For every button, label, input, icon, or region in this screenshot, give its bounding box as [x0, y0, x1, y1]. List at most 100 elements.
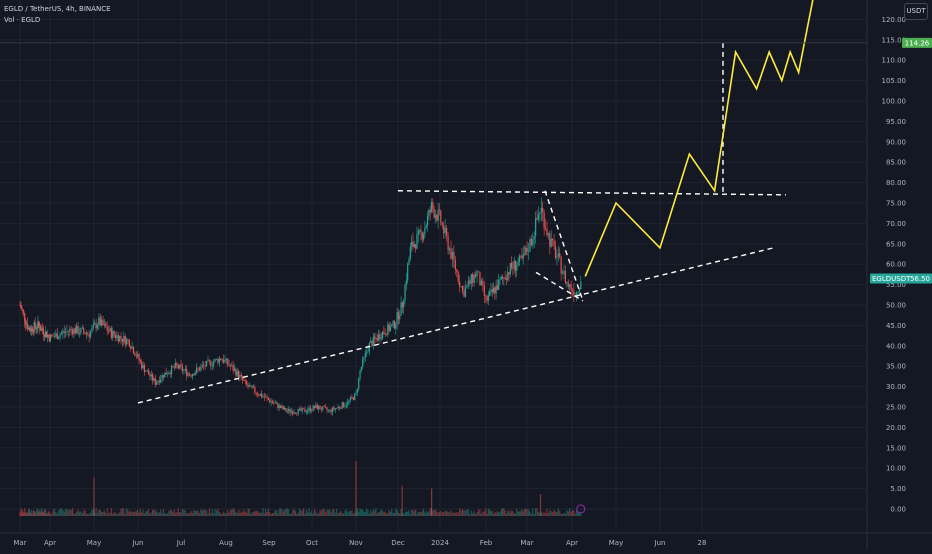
volume-bar	[266, 511, 268, 516]
volume-bar	[292, 510, 294, 516]
volume-bar	[553, 509, 555, 516]
trendline-falling-wedge-lower[interactable]	[535, 271, 584, 302]
candle-body	[323, 406, 325, 407]
volume-bar	[270, 513, 272, 516]
candle-body	[224, 359, 226, 363]
candle-body	[436, 215, 438, 221]
volume-bar	[237, 509, 240, 516]
trendline-falling-wedge-upper[interactable]	[544, 190, 584, 302]
volume-bar	[29, 512, 31, 516]
candle-body	[454, 260, 456, 270]
candle-body	[469, 280, 471, 284]
volume-bar	[134, 511, 136, 516]
volume-bar	[470, 510, 472, 516]
volume-bar	[194, 510, 196, 516]
trendline-range-top[interactable]	[397, 190, 787, 196]
candle-body	[73, 328, 75, 335]
volume-bar	[193, 510, 195, 516]
volume-bar	[69, 509, 71, 516]
price-tick-label: 75.00	[886, 200, 906, 208]
candle-body	[105, 323, 107, 328]
candle-body	[109, 328, 111, 332]
volume-bar	[288, 509, 290, 516]
candle-body	[578, 289, 581, 292]
candle-body	[525, 247, 527, 255]
candle-body	[571, 290, 574, 291]
candle-body	[222, 359, 225, 363]
candle-body	[337, 406, 339, 408]
candle-body	[259, 393, 261, 396]
volume-bar	[65, 508, 67, 516]
volume-bar	[175, 512, 177, 516]
volume-bar	[293, 508, 295, 516]
volume-bar	[487, 508, 489, 516]
candle-body	[552, 238, 554, 241]
volume-bar	[24, 508, 26, 516]
volume-bar	[33, 511, 35, 516]
candle-body	[69, 328, 71, 332]
volume-bar	[549, 510, 551, 516]
volume-bar	[542, 513, 544, 516]
candle-body	[367, 351, 369, 352]
candle-body	[424, 227, 426, 235]
volume-bar	[88, 513, 90, 516]
candle-body	[433, 209, 435, 218]
volume-bar	[278, 508, 280, 516]
candle-body	[285, 407, 287, 412]
trendline-ascending-support[interactable]	[137, 247, 774, 404]
candle-body	[508, 272, 510, 275]
candle-body	[418, 229, 421, 231]
candle-body	[494, 287, 496, 294]
volume-bar	[105, 513, 107, 516]
candle-body	[20, 305, 22, 309]
volume-bar	[294, 510, 297, 516]
volume-bar	[26, 512, 29, 516]
volume-bar	[236, 513, 238, 516]
volume-bar	[505, 513, 508, 516]
volume-bar	[440, 510, 442, 516]
candle-body	[96, 324, 99, 329]
candle-body	[432, 202, 434, 210]
candle-body	[322, 406, 324, 410]
volume-bar	[436, 511, 438, 516]
candle-body	[298, 408, 301, 410]
volume-bar	[286, 508, 288, 516]
time-tick-label: 28	[698, 539, 707, 547]
candle-body	[92, 324, 94, 328]
candle-body	[70, 328, 72, 330]
candle-body	[540, 207, 542, 213]
volume-bar	[320, 510, 323, 516]
currency-button[interactable]: USDT	[904, 3, 928, 20]
candle-body	[300, 408, 302, 411]
candle-body	[258, 394, 260, 396]
volume-bar	[132, 512, 135, 516]
volume-bar	[146, 511, 148, 516]
candle-body	[389, 326, 392, 331]
volume-bar	[99, 509, 101, 516]
time-tick-label: Jul	[176, 539, 186, 547]
candle-body	[520, 255, 522, 257]
candle-body	[371, 341, 373, 347]
candle-body	[208, 360, 210, 362]
candle-body	[201, 365, 203, 367]
volume-bar	[300, 510, 302, 516]
candle-body	[81, 327, 83, 329]
candle-body	[41, 328, 43, 331]
volume-bar	[153, 509, 155, 516]
candle-body	[103, 323, 106, 326]
volume-bar	[311, 510, 313, 516]
volume-bar	[511, 510, 513, 516]
volume-bar	[158, 512, 160, 516]
alert-icon[interactable]	[576, 504, 586, 514]
candle-body	[138, 354, 140, 361]
candle-body	[313, 405, 316, 409]
candle-body	[372, 336, 374, 347]
candle-body	[487, 295, 489, 301]
projection-path[interactable]	[584, 0, 815, 277]
candle-body	[121, 338, 124, 342]
candle-body	[523, 254, 526, 255]
volume-bar	[451, 513, 454, 516]
candle-body	[430, 202, 433, 213]
